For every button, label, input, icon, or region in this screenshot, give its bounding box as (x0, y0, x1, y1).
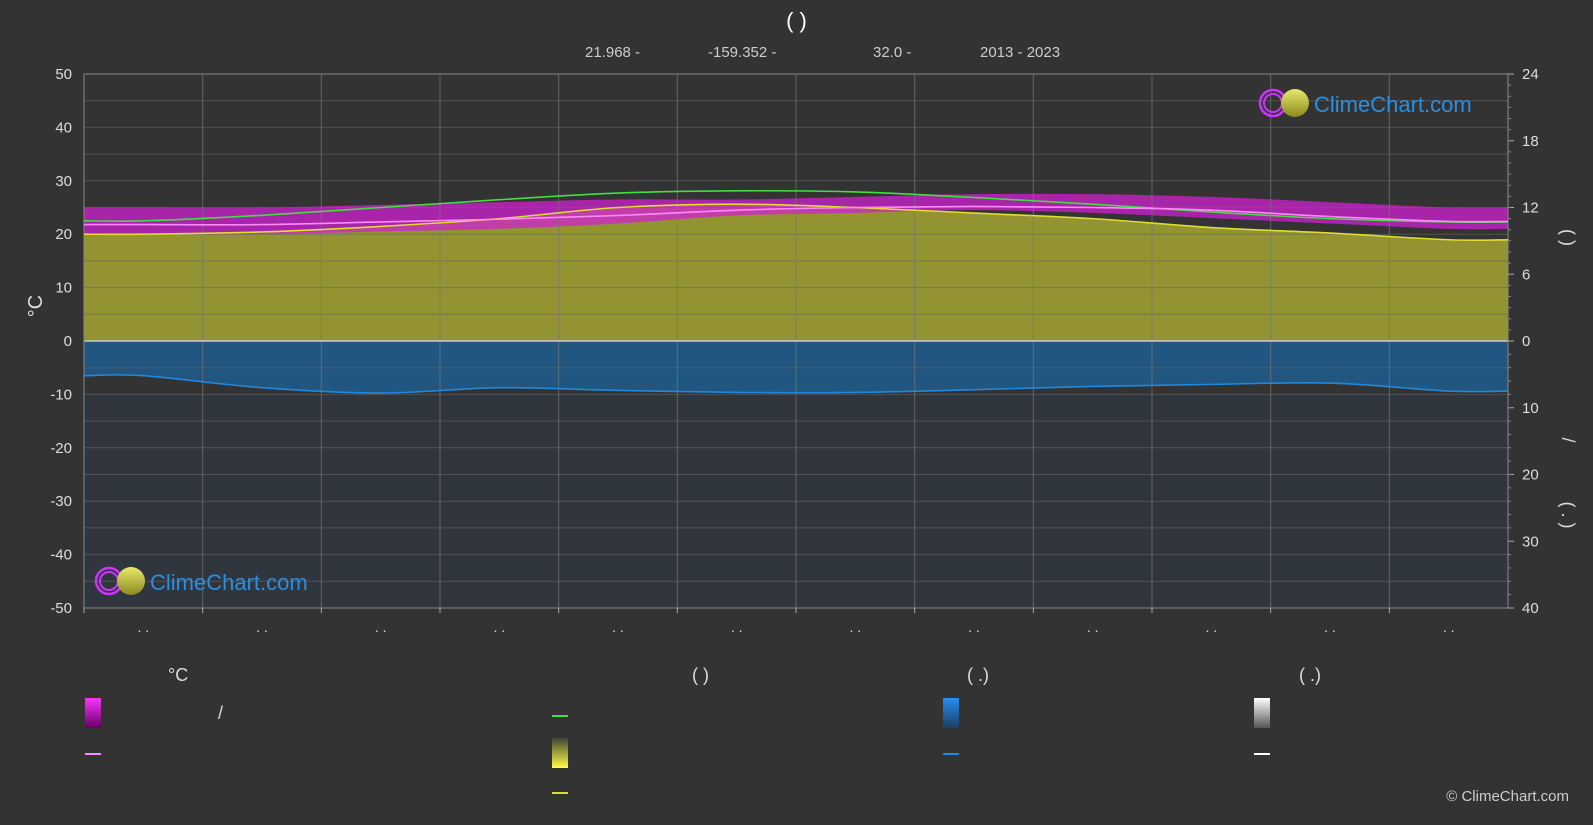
left-tick-label: -30 (50, 493, 72, 510)
right-top-axis-label: ( ) (1558, 229, 1578, 246)
x-tick-label: . . (849, 619, 861, 635)
legend-temp-mean-line (85, 753, 101, 755)
latitude-text: 21.968 - (585, 44, 641, 61)
left-tick-label: 0 (64, 333, 72, 350)
left-tick-label: 40 (55, 119, 72, 136)
right-top-tick-label: 12 (1522, 200, 1539, 217)
legend-rain-line (943, 753, 959, 755)
legend-temp-header: °C (168, 665, 189, 685)
legend-snow-swatch (1254, 698, 1270, 728)
legend-daylight-line (552, 715, 568, 717)
x-tick-label: . . (968, 619, 980, 635)
right-top-tick-label: 6 (1522, 266, 1530, 283)
legend-rain-header: ( .) (967, 665, 989, 685)
right-bottom-axis-sublabel: / (1558, 437, 1578, 442)
temp-mean-line (83, 205, 1509, 226)
longitude-text: -159.352 - (708, 44, 777, 61)
left-axis-label: °C (25, 295, 47, 317)
left-tick-label: -50 (50, 600, 72, 617)
x-tick-label: . . (375, 619, 387, 635)
daylight-line (83, 189, 1509, 224)
elevation-text: 32.0 - (873, 44, 912, 61)
x-tick-label: . . (1087, 619, 1099, 635)
legend-sun-header: ( ) (692, 665, 709, 685)
rain-line (83, 374, 1509, 394)
left-tick-label: 20 (55, 226, 72, 243)
x-tick-label: . . (731, 619, 743, 635)
legend-sunshine-line (552, 792, 568, 794)
left-tick-label: 50 (55, 66, 72, 83)
x-tick-label: . . (137, 619, 149, 635)
legend-temp-range-slash: / (218, 703, 224, 723)
logo-icon (94, 566, 145, 596)
left-tick-label: 30 (55, 173, 72, 190)
logo-text: ClimeChart.com (150, 570, 308, 595)
logo-text: ClimeChart.com (1314, 92, 1472, 117)
legend-rain-swatch (943, 698, 959, 728)
legend-sunshine-swatch (552, 738, 568, 768)
right-bottom-tick-label: 40 (1522, 600, 1539, 617)
left-tick-label: -40 (50, 547, 72, 564)
chart-title: ( ) (786, 8, 807, 33)
left-tick-label: -20 (50, 440, 72, 457)
x-tick-label: . . (256, 619, 268, 635)
legend-temp-range-swatch (85, 698, 101, 728)
copyright-text: © ClimeChart.com (1446, 788, 1569, 805)
right-bottom-axis-label: ( . ) (1558, 502, 1578, 529)
sunshine-line (83, 203, 1509, 242)
legend-snow-line (1254, 753, 1270, 755)
logo-icon (1258, 88, 1309, 118)
right-top-tick-label: 18 (1522, 133, 1539, 150)
legend-snow-header: ( .) (1299, 665, 1321, 685)
left-tick-label: -10 (50, 386, 72, 403)
x-tick-label: . . (1324, 619, 1336, 635)
right-bottom-tick-label: 10 (1522, 400, 1539, 417)
right-top-tick-label: 0 (1522, 333, 1530, 350)
x-tick-label: . . (1205, 619, 1217, 635)
x-tick-label: . . (493, 619, 505, 635)
right-top-tick-label: 24 (1522, 66, 1539, 83)
year-range-text: 2013 - 2023 (980, 44, 1061, 61)
right-bottom-tick-label: 20 (1522, 467, 1539, 484)
x-tick-label: . . (612, 619, 624, 635)
x-tick-label: . . (1443, 619, 1455, 635)
right-bottom-tick-label: 30 (1522, 533, 1539, 550)
left-tick-label: 10 (55, 280, 72, 297)
